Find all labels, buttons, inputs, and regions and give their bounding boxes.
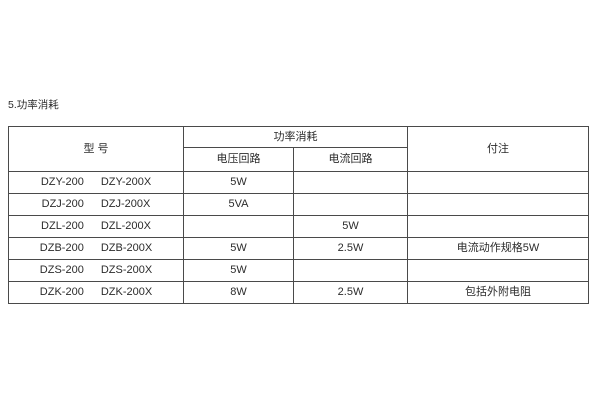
cell-note: 电流动作规格5W	[407, 237, 589, 260]
cell-model: DZK-200 DZK-200X	[8, 281, 184, 304]
table-row-dzl: DZL-200 DZL-200X 5W	[8, 215, 589, 238]
section-title: 5.功率消耗	[8, 99, 59, 111]
model-variant: DZY-200X	[100, 176, 152, 188]
model-variant: DZJ-200X	[100, 198, 151, 210]
cell-voltage: 5VA	[183, 193, 294, 216]
model-primary: DZJ-200	[41, 198, 84, 210]
model-variant: DZL-200X	[100, 220, 151, 232]
cell-note	[407, 171, 589, 194]
header-power-group: 功率消耗	[183, 126, 408, 148]
table-row-dzk: DZK-200 DZK-200X 8W 2.5W 包括外附电阻	[8, 281, 589, 304]
model-primary: DZY-200	[40, 176, 84, 188]
model-primary: DZB-200	[39, 242, 84, 254]
cell-model: DZS-200 DZS-200X	[8, 259, 184, 282]
cell-current: 5W	[293, 215, 408, 238]
cell-model: DZL-200 DZL-200X	[8, 215, 184, 238]
cell-voltage: 5W	[183, 259, 294, 282]
table-header-row-top: 型 号 功率消耗 付注	[8, 126, 589, 172]
model-primary: DZK-200	[39, 286, 84, 298]
model-variant: DZS-200X	[100, 264, 153, 276]
model-primary: DZS-200	[39, 264, 84, 276]
table-row-dzs: DZS-200 DZS-200X 5W	[8, 259, 589, 282]
cell-note	[407, 215, 589, 238]
cell-voltage: 5W	[183, 237, 294, 260]
model-variant: DZK-200X	[100, 286, 153, 298]
table-row-dzy: DZY-200 DZY-200X 5W	[8, 171, 589, 194]
cell-current: 2.5W	[293, 237, 408, 260]
cell-voltage: 5W	[183, 171, 294, 194]
model-primary: DZL-200	[41, 220, 84, 232]
cell-current	[293, 171, 408, 194]
cell-model: DZY-200 DZY-200X	[8, 171, 184, 194]
power-consumption-table: 型 号 功率消耗 付注 电压回路 电流回路 DZY-200 DZY-200X 5…	[8, 126, 589, 304]
cell-current: 2.5W	[293, 281, 408, 304]
cell-note: 包括外附电阻	[407, 281, 589, 304]
table-row-dzb: DZB-200 DZB-200X 5W 2.5W 电流动作规格5W	[8, 237, 589, 260]
model-variant: DZB-200X	[100, 242, 153, 254]
table-row-dzj: DZJ-200 DZJ-200X 5VA	[8, 193, 589, 216]
header-voltage-circuit: 电压回路	[183, 147, 294, 172]
cell-note	[407, 193, 589, 216]
cell-model: DZB-200 DZB-200X	[8, 237, 184, 260]
cell-voltage	[183, 215, 294, 238]
table-header-row-sub: 电压回路 电流回路	[9, 147, 589, 172]
header-current-circuit: 电流回路	[293, 147, 408, 172]
header-notes: 付注	[407, 126, 589, 172]
cell-current	[293, 193, 408, 216]
header-model: 型 号	[8, 126, 184, 172]
cell-voltage: 8W	[183, 281, 294, 304]
cell-model: DZJ-200 DZJ-200X	[8, 193, 184, 216]
cell-current	[293, 259, 408, 282]
cell-note	[407, 259, 589, 282]
